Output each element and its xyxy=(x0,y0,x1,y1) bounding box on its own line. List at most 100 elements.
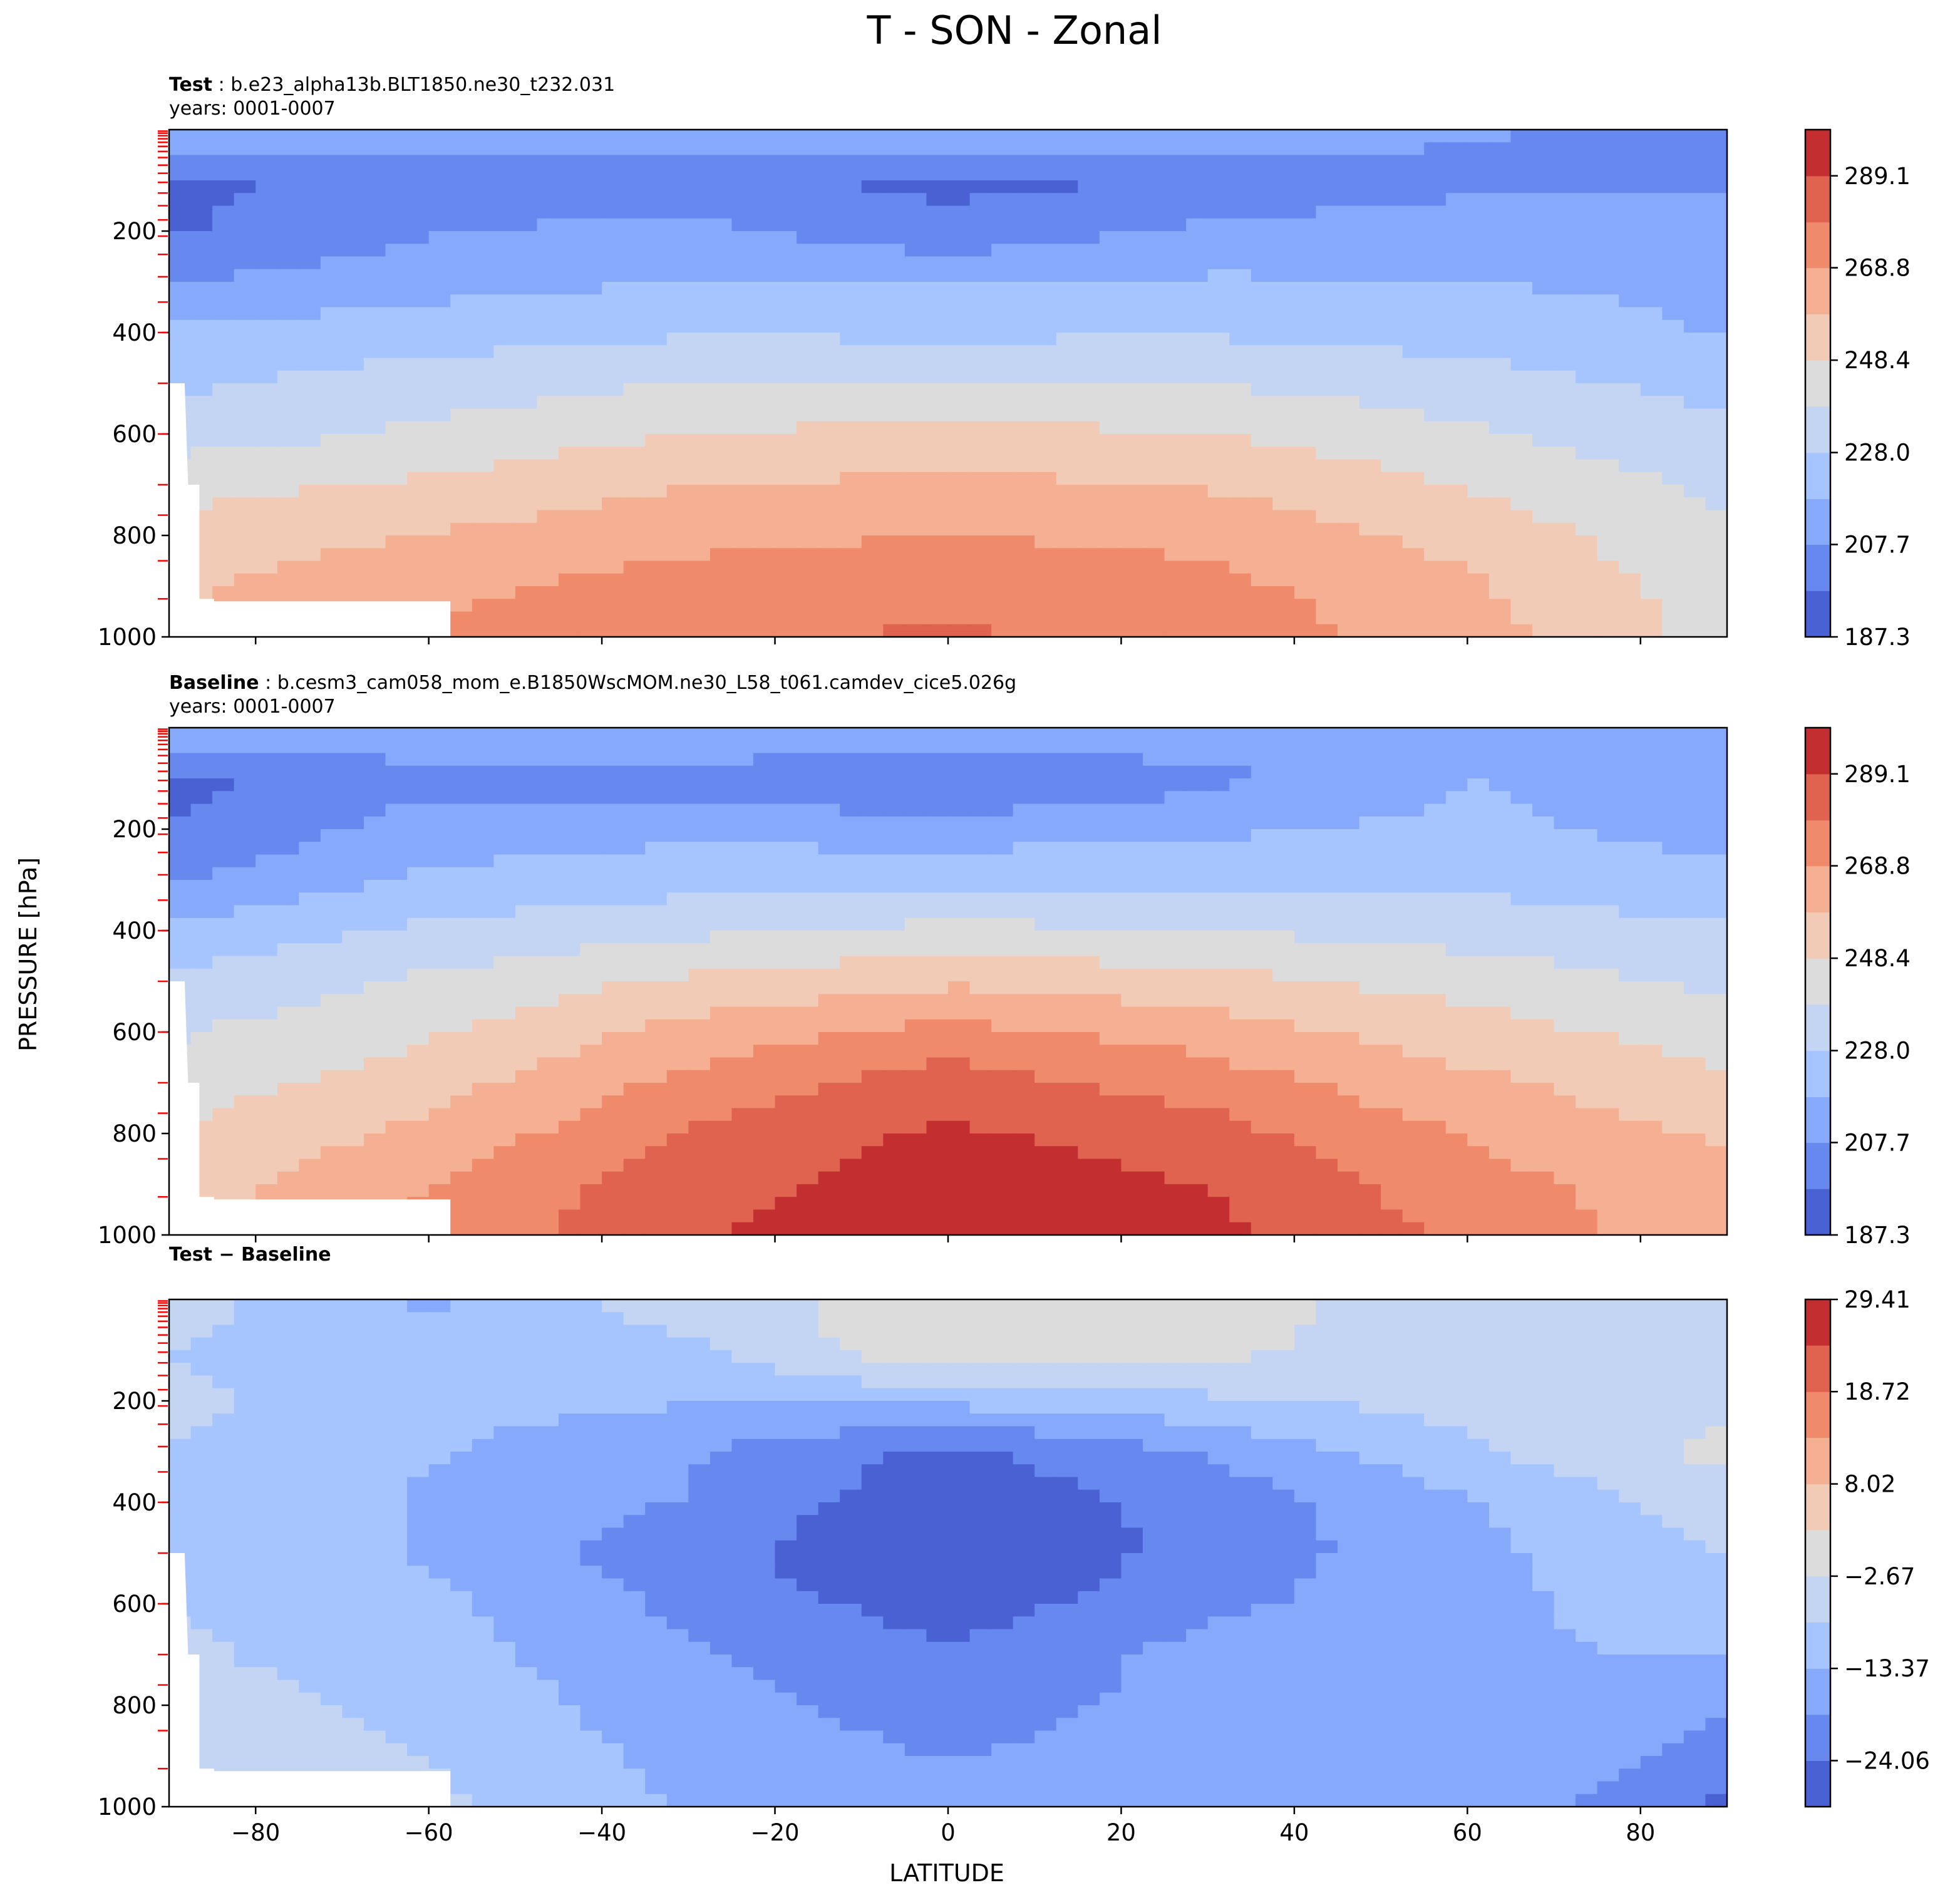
contour-cell xyxy=(1597,370,1620,384)
contour-cell xyxy=(1445,586,1468,600)
contour-cell xyxy=(1705,282,1727,296)
contour-cell xyxy=(1338,803,1360,817)
contour-cell xyxy=(1229,459,1252,473)
contour-cell xyxy=(472,803,495,817)
contour-cell xyxy=(1143,917,1165,931)
contour-cell xyxy=(1338,956,1360,969)
contour-cell xyxy=(688,931,711,944)
contour-cell xyxy=(1683,231,1706,245)
contour-cell xyxy=(1164,740,1187,754)
contour-cell xyxy=(775,535,797,549)
contour-cell xyxy=(623,167,646,181)
contour-cell xyxy=(1164,167,1187,181)
contour-cell xyxy=(797,535,819,549)
contour-cell xyxy=(731,383,754,397)
contour-cell xyxy=(1576,728,1598,741)
contour-cell xyxy=(731,956,754,969)
contour-cell xyxy=(428,218,451,232)
contour-cell xyxy=(797,130,819,143)
contour-cell xyxy=(904,740,927,754)
contour-cell xyxy=(320,956,343,969)
contour-cell xyxy=(1705,459,1727,473)
contour-cell xyxy=(1056,599,1079,612)
contour-cell xyxy=(797,370,819,384)
contour-cell xyxy=(537,282,559,296)
contour-cell xyxy=(277,155,300,168)
contour-cell xyxy=(1467,599,1490,612)
contour-cell xyxy=(861,867,884,880)
contour-cell xyxy=(1597,497,1620,511)
contour-cell xyxy=(169,167,192,181)
contour-cell xyxy=(1532,624,1555,637)
contour-cell xyxy=(926,485,949,498)
contour-cell xyxy=(277,905,300,919)
contour-cell xyxy=(364,396,386,410)
contour-cell xyxy=(1640,753,1663,767)
contour-cell xyxy=(645,611,668,625)
contour-cell xyxy=(1316,497,1338,511)
contour-cell xyxy=(1359,167,1381,181)
contour-cell xyxy=(1532,447,1555,460)
contour-cell xyxy=(666,956,689,969)
contour-cell xyxy=(255,535,278,549)
contour-cell xyxy=(537,1006,559,1020)
contour-cell xyxy=(493,358,516,371)
contour-cell xyxy=(450,294,473,308)
contour-cell xyxy=(1013,816,1036,830)
contour-cell xyxy=(1488,345,1512,359)
contour-cell xyxy=(559,829,581,843)
contour-cell xyxy=(1207,370,1230,384)
contour-cell xyxy=(1316,307,1338,321)
contour-cell xyxy=(342,931,364,944)
contour-cell xyxy=(666,753,689,767)
contour-cell xyxy=(666,1057,689,1071)
contour-cell xyxy=(1619,383,1641,397)
contour-cell xyxy=(948,765,971,779)
contour-cell xyxy=(277,130,300,143)
contour-cell xyxy=(1445,167,1468,181)
contour-cell xyxy=(428,472,451,485)
contour-cell xyxy=(666,155,689,168)
contour-cell xyxy=(212,765,235,779)
contour-cell xyxy=(688,155,711,168)
contour-cell xyxy=(602,943,624,957)
contour-cell xyxy=(1272,193,1295,207)
contour-cell xyxy=(904,917,927,931)
contour-cell xyxy=(1597,358,1620,371)
contour-cell xyxy=(753,193,776,207)
contour-cell xyxy=(1143,472,1165,485)
contour-cell xyxy=(1532,968,1555,982)
contour-cell xyxy=(1445,611,1468,625)
contour-cell xyxy=(190,892,213,906)
contour-cell xyxy=(1705,396,1727,410)
contour-cell xyxy=(1294,269,1317,282)
contour-cell xyxy=(818,1070,841,1083)
contour-cell xyxy=(818,167,841,181)
contour-cell xyxy=(1510,269,1533,282)
contour-cell xyxy=(190,345,213,359)
contour-cell xyxy=(1510,180,1533,194)
contour-cell xyxy=(277,294,300,308)
contour-cell xyxy=(1316,510,1338,524)
contour-cell xyxy=(1294,560,1317,574)
contour-cell xyxy=(1402,1019,1425,1033)
contour-cell xyxy=(1467,611,1490,625)
contour-cell xyxy=(1338,256,1360,270)
contour-cell xyxy=(1143,358,1165,371)
contour-cell xyxy=(991,842,1014,855)
contour-cell xyxy=(1576,294,1598,308)
contour-cell xyxy=(1013,778,1036,792)
contour-cell xyxy=(1532,333,1555,346)
contour-cell xyxy=(299,370,321,384)
contour-cell xyxy=(1510,560,1533,574)
contour-cell xyxy=(537,472,559,485)
contour-cell xyxy=(1338,778,1360,792)
contour-cell xyxy=(234,408,257,422)
contour-cell xyxy=(1186,573,1209,587)
contour-cell xyxy=(1121,167,1143,181)
contour-cell xyxy=(255,231,278,245)
contour-cell xyxy=(385,586,408,600)
contour-cell xyxy=(559,510,581,524)
contour-cell xyxy=(1424,294,1447,308)
contour-cell xyxy=(450,155,473,168)
